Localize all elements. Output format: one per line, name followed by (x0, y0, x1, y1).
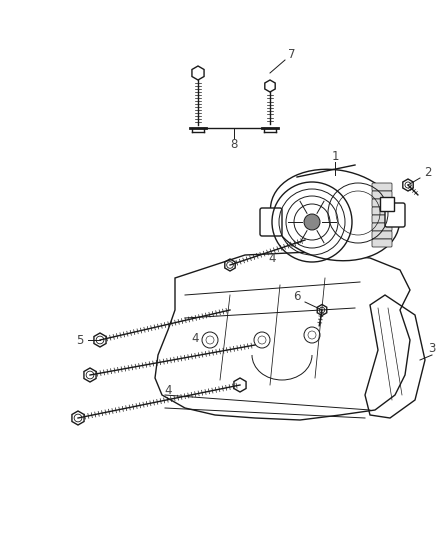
FancyBboxPatch shape (372, 231, 392, 239)
Text: 7: 7 (288, 49, 296, 61)
FancyBboxPatch shape (260, 208, 282, 236)
Text: 2: 2 (424, 166, 432, 180)
Text: 6: 6 (293, 290, 301, 303)
FancyBboxPatch shape (372, 199, 392, 207)
FancyBboxPatch shape (372, 207, 392, 215)
Ellipse shape (271, 169, 399, 261)
FancyBboxPatch shape (372, 239, 392, 247)
Text: 4: 4 (268, 252, 276, 264)
Text: 3: 3 (428, 342, 436, 354)
Text: 4: 4 (164, 384, 172, 397)
FancyBboxPatch shape (372, 215, 392, 223)
FancyBboxPatch shape (372, 183, 392, 191)
FancyBboxPatch shape (372, 191, 392, 199)
Text: 8: 8 (230, 139, 238, 151)
FancyBboxPatch shape (385, 203, 405, 227)
Text: 4: 4 (191, 332, 199, 344)
Bar (380, 197, 394, 211)
FancyBboxPatch shape (372, 223, 392, 231)
Circle shape (304, 214, 320, 230)
Text: 5: 5 (76, 334, 84, 346)
Text: 1: 1 (331, 149, 339, 163)
